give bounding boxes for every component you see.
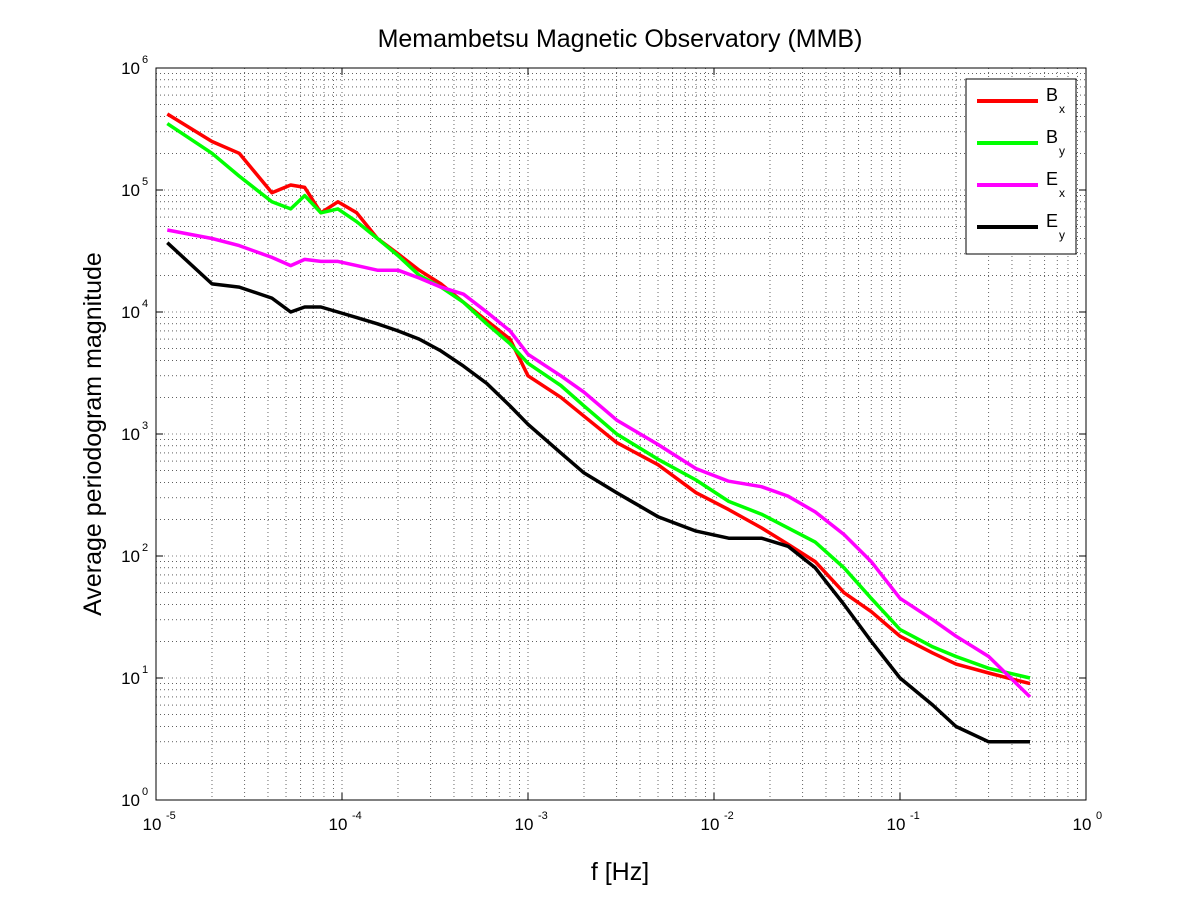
y-tick-label: 10 <box>121 303 140 322</box>
y-tick-label: 10 <box>121 59 140 78</box>
x-tick-label: 10 <box>1073 815 1092 834</box>
x-tick-exponent: -3 <box>538 810 548 822</box>
x-tick-exponent: -1 <box>910 810 920 822</box>
y-tick-label: 10 <box>121 547 140 566</box>
series-line-bx <box>166 112 1031 686</box>
axis-ticks: 10 -5 10 -4 10 -3 10 -2 10 -1 10 010 010 110 210 310 410… <box>121 54 1102 834</box>
x-tick-label: 10 <box>143 815 162 834</box>
legend-box <box>965 78 1077 255</box>
series-line-ey <box>166 241 1030 744</box>
y-tick-exponent: 1 <box>142 664 148 676</box>
y-tick-exponent: 3 <box>142 420 148 432</box>
y-tick-label: 10 <box>121 791 140 810</box>
legend-label: E <box>1046 169 1058 189</box>
x-axis-label: f [Hz] <box>591 858 649 886</box>
y-tick-label: 10 <box>121 669 140 688</box>
y-tick-exponent: 4 <box>142 298 148 310</box>
legend-label: B <box>1046 127 1058 147</box>
legend-label: B <box>1046 85 1058 105</box>
y-tick-label: 10 <box>121 425 140 444</box>
legend-label-subscript: x <box>1059 186 1065 200</box>
series-line-by <box>166 122 1031 680</box>
legend-label-subscript: y <box>1059 228 1065 242</box>
x-tick-exponent: -4 <box>352 810 362 822</box>
x-tick-exponent: 0 <box>1096 810 1102 822</box>
x-tick-label: 10 <box>515 815 534 834</box>
y-axis-label: Average periodogram magnitude <box>79 252 107 616</box>
legend-label-subscript: x <box>1059 102 1065 116</box>
y-tick-exponent: 5 <box>142 176 148 188</box>
legend-label-subscript: y <box>1059 144 1065 158</box>
series-line-ex <box>166 228 1032 699</box>
x-tick-exponent: -5 <box>166 810 176 822</box>
x-tick-label: 10 <box>887 815 906 834</box>
plot-series <box>166 112 1032 744</box>
x-tick-exponent: -2 <box>724 810 734 822</box>
x-tick-label: 10 <box>329 815 348 834</box>
y-tick-exponent: 2 <box>142 542 148 554</box>
y-tick-label: 10 <box>121 181 140 200</box>
legend-label: E <box>1046 211 1058 231</box>
y-tick-exponent: 0 <box>142 786 148 798</box>
chart-title: Memambetsu Magnetic Observatory (MMB) <box>378 25 863 53</box>
y-tick-exponent: 6 <box>142 54 148 66</box>
x-tick-label: 10 <box>701 815 720 834</box>
